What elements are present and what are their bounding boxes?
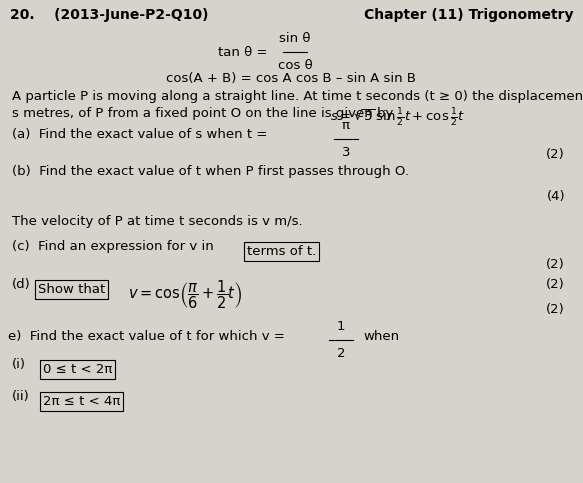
Text: A particle P is moving along a straight line. At time t seconds (t ≥ 0) the disp: A particle P is moving along a straight … [12,90,583,103]
Text: when: when [363,330,399,343]
Text: cos(A + B) = cos A cos B – sin A sin B: cos(A + B) = cos A cos B – sin A sin B [166,72,416,85]
Text: (c)  Find an expression for v in: (c) Find an expression for v in [12,240,214,253]
Text: (4): (4) [546,190,565,203]
Text: π: π [342,119,350,132]
Text: (2): (2) [546,148,565,161]
Text: The velocity of P at time t seconds is v m/s.: The velocity of P at time t seconds is v… [12,215,303,228]
Text: (d): (d) [12,278,31,291]
Text: 1: 1 [337,320,345,333]
Text: sin θ: sin θ [279,32,311,45]
Text: $s = \sqrt{3}\,\sin\frac{1}{2}t + \cos\frac{1}{2}t$: $s = \sqrt{3}\,\sin\frac{1}{2}t + \cos\f… [330,107,465,129]
Text: Chapter (11) Trigonometry: Chapter (11) Trigonometry [363,8,573,22]
Text: (2): (2) [546,303,565,316]
Text: 2π ≤ t < 4π: 2π ≤ t < 4π [43,395,120,408]
Text: (ii): (ii) [12,390,30,403]
Text: s metres, of P from a fixed point O on the line is given by: s metres, of P from a fixed point O on t… [12,107,394,120]
Text: 20.    (2013-June-P2-Q10): 20. (2013-June-P2-Q10) [10,8,209,22]
Text: (2): (2) [546,258,565,271]
Text: cos θ: cos θ [278,59,312,72]
Text: terms of t.: terms of t. [247,245,316,258]
Text: (i): (i) [12,358,26,371]
Text: 0 ≤ t < 2π: 0 ≤ t < 2π [43,363,113,376]
Text: (b)  Find the exact value of t when P first passes through O.: (b) Find the exact value of t when P fir… [12,165,409,178]
Text: (a)  Find the exact value of s when t =: (a) Find the exact value of s when t = [12,128,268,141]
Text: (2): (2) [546,278,565,291]
Text: 2: 2 [337,347,345,360]
Text: e)  Find the exact value of t for which v =: e) Find the exact value of t for which v… [8,330,285,343]
Text: Show that: Show that [38,283,106,296]
Text: $v = \cos\!\left(\dfrac{\pi}{6} + \dfrac{1}{2}t\right)$: $v = \cos\!\left(\dfrac{\pi}{6} + \dfrac… [128,278,243,311]
Text: 3: 3 [342,146,350,159]
Text: tan θ =: tan θ = [218,45,272,58]
